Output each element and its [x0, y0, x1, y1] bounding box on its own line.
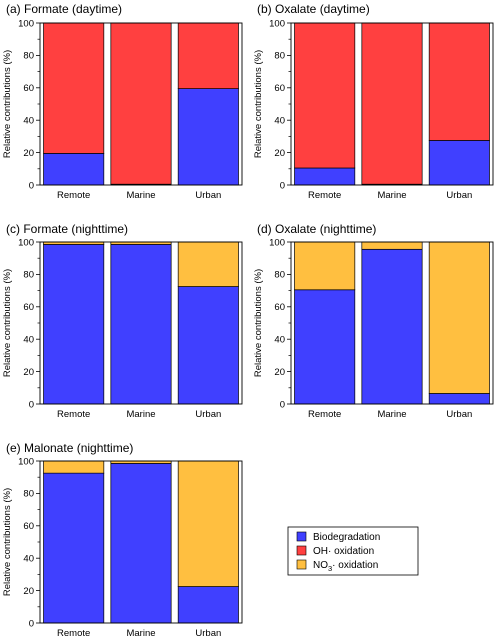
x-tick-label: Remote: [308, 190, 341, 201]
y-tick-label: 20: [23, 586, 34, 597]
y-tick-label: 60: [23, 83, 34, 94]
x-tick-label: Urban: [446, 409, 472, 420]
x-tick-label: Marine: [126, 628, 155, 639]
y-tick-label: 0: [280, 180, 285, 191]
y-axis-label: Relative contributions (%): [2, 50, 13, 158]
x-tick-label: Marine: [126, 190, 155, 201]
bar-urban-biodegradation: [178, 89, 238, 185]
y-tick-label: 80: [23, 51, 34, 62]
bar-urban-oh-oxidation: [178, 23, 238, 89]
bar-urban-biodegradation: [178, 287, 238, 404]
bar-marine-oh-oxidation: [111, 23, 171, 184]
bar-urban-no3-oxidation: [178, 461, 238, 587]
y-tick-label: 0: [29, 180, 34, 191]
y-tick-label: 100: [18, 18, 34, 29]
bar-urban-no3-oxidation: [178, 242, 238, 287]
bar-marine-oh-oxidation: [362, 23, 422, 184]
legend-swatch-oh-oxidation: [297, 546, 306, 555]
y-tick-label: 40: [23, 335, 34, 346]
x-tick-label: Marine: [377, 409, 406, 420]
x-tick-label: Marine: [126, 409, 155, 420]
y-tick-label: 0: [29, 399, 34, 410]
panel-title: (d) Oxalate (nighttime): [257, 222, 376, 236]
y-tick-label: 60: [23, 521, 34, 532]
y-tick-label: 80: [23, 270, 34, 281]
bar-remote-biodegradation: [44, 473, 104, 623]
bar-urban-oh-oxidation: [429, 23, 489, 140]
y-tick-label: 40: [23, 554, 34, 565]
y-tick-label: 40: [274, 116, 285, 127]
y-tick-label: 80: [274, 51, 285, 62]
panel-title: (b) Oxalate (daytime): [257, 2, 370, 16]
bar-marine-biodegradation: [362, 249, 422, 404]
y-tick-label: 60: [274, 83, 285, 94]
bar-urban-biodegradation: [429, 393, 489, 404]
panel-4: (d) Oxalate (nighttime) Relative contribu…: [253, 222, 493, 420]
panels: (a) Formate (daytime) Relative contributi…: [2, 2, 493, 639]
y-tick-label: 100: [18, 456, 34, 467]
y-tick-label: 100: [269, 237, 285, 248]
x-tick-label: Remote: [308, 409, 341, 420]
y-tick-label: 60: [274, 302, 285, 313]
x-tick-label: Remote: [57, 628, 90, 639]
bar-remote-biodegradation: [44, 244, 104, 404]
y-tick-label: 20: [23, 367, 34, 378]
x-tick-label: Urban: [195, 628, 221, 639]
y-tick-label: 20: [274, 367, 285, 378]
legend-label-oh-oxidation: OH· oxidation: [313, 546, 374, 557]
x-tick-label: Remote: [57, 409, 90, 420]
bar-urban-biodegradation: [178, 587, 238, 623]
x-tick-label: Marine: [377, 190, 406, 201]
legend-swatch-no3-oxidation: [297, 560, 306, 569]
x-tick-label: Urban: [195, 190, 221, 201]
panel-3: (c) Formate (nighttime) Relative contribu…: [2, 222, 242, 420]
y-axis-label: Relative contributions (%): [2, 488, 13, 596]
y-tick-label: 100: [269, 18, 285, 29]
bar-urban-no3-oxidation: [429, 242, 489, 393]
y-axis-label: Relative contributions (%): [2, 269, 13, 377]
y-tick-label: 80: [23, 489, 34, 500]
y-tick-label: 60: [23, 302, 34, 313]
bar-remote-biodegradation: [44, 153, 104, 185]
bar-remote-biodegradation: [295, 168, 355, 185]
y-tick-label: 20: [23, 148, 34, 159]
y-tick-label: 0: [29, 618, 34, 629]
legend-label-biodegradation: Biodegradation: [313, 532, 380, 543]
y-axis-label: Relative contributions (%): [253, 269, 264, 377]
legend-swatch-biodegradation: [297, 532, 306, 541]
x-tick-label: Urban: [195, 409, 221, 420]
bar-marine-no3-oxidation: [362, 242, 422, 249]
panel-5: (e) Malonate (nighttime) Relative contrib…: [2, 441, 242, 639]
y-tick-label: 100: [18, 237, 34, 248]
bar-urban-biodegradation: [429, 140, 489, 185]
bar-remote-no3-oxidation: [295, 242, 355, 290]
y-tick-label: 40: [23, 116, 34, 127]
y-tick-label: 80: [274, 270, 285, 281]
y-axis-label: Relative contributions (%): [253, 50, 264, 158]
y-tick-label: 0: [280, 399, 285, 410]
x-tick-label: Urban: [446, 190, 472, 201]
panel-2: (b) Oxalate (daytime) Relative contributi…: [253, 2, 493, 201]
bar-remote-oh-oxidation: [44, 23, 104, 153]
bar-marine-biodegradation: [111, 244, 171, 404]
panel-title: (a) Formate (daytime): [6, 2, 122, 16]
bar-remote-biodegradation: [295, 290, 355, 404]
y-tick-label: 20: [274, 148, 285, 159]
panel-title: (e) Malonate (nighttime): [6, 441, 133, 455]
bar-remote-no3-oxidation: [44, 461, 104, 473]
bar-marine-biodegradation: [111, 463, 171, 623]
legend: Biodegradation OH· oxidation NO3· oxidat…: [288, 527, 418, 575]
y-tick-label: 40: [274, 335, 285, 346]
bar-remote-oh-oxidation: [295, 23, 355, 168]
x-tick-label: Remote: [57, 190, 90, 201]
panel-1: (a) Formate (daytime) Relative contributi…: [2, 2, 242, 201]
panel-title: (c) Formate (nighttime): [6, 222, 128, 236]
